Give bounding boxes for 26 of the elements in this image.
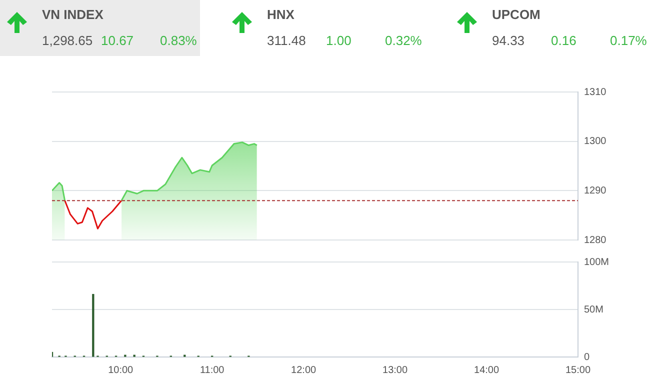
text: 0.83%: [160, 33, 197, 48]
x-tick-label: 12:00: [291, 364, 317, 376]
y-tick-label: 1300: [584, 136, 607, 148]
y-tick-label: 1290: [584, 185, 607, 196]
text: 10.67: [101, 33, 134, 48]
text: 0.32%: [385, 33, 422, 48]
y-tick-label: 1310: [584, 86, 607, 98]
y-tick-label: 0: [584, 352, 590, 363]
y-tick-label: 100M: [584, 256, 610, 268]
x-tick-label: 10:00: [108, 364, 134, 376]
text: VN INDEX: [42, 7, 104, 22]
x-tick-label: 11:00: [200, 364, 225, 376]
y-tick-label: 50M: [584, 304, 604, 316]
x-tick-label: 13:00: [382, 364, 408, 376]
text: 94.33: [492, 33, 525, 48]
text: 311.48: [267, 33, 306, 48]
bar: [92, 294, 94, 357]
text: UPCOM: [492, 7, 540, 22]
text: 0.17%: [610, 33, 647, 48]
x-tick-label: 14:00: [474, 364, 500, 376]
y-tick-label: 1280: [584, 234, 607, 246]
x-tick-label: 15:00: [565, 364, 591, 376]
text: 0.16: [551, 33, 576, 48]
text: 1,298.65: [42, 33, 93, 48]
text: 1.00: [326, 33, 352, 48]
text: HNX: [267, 7, 294, 22]
